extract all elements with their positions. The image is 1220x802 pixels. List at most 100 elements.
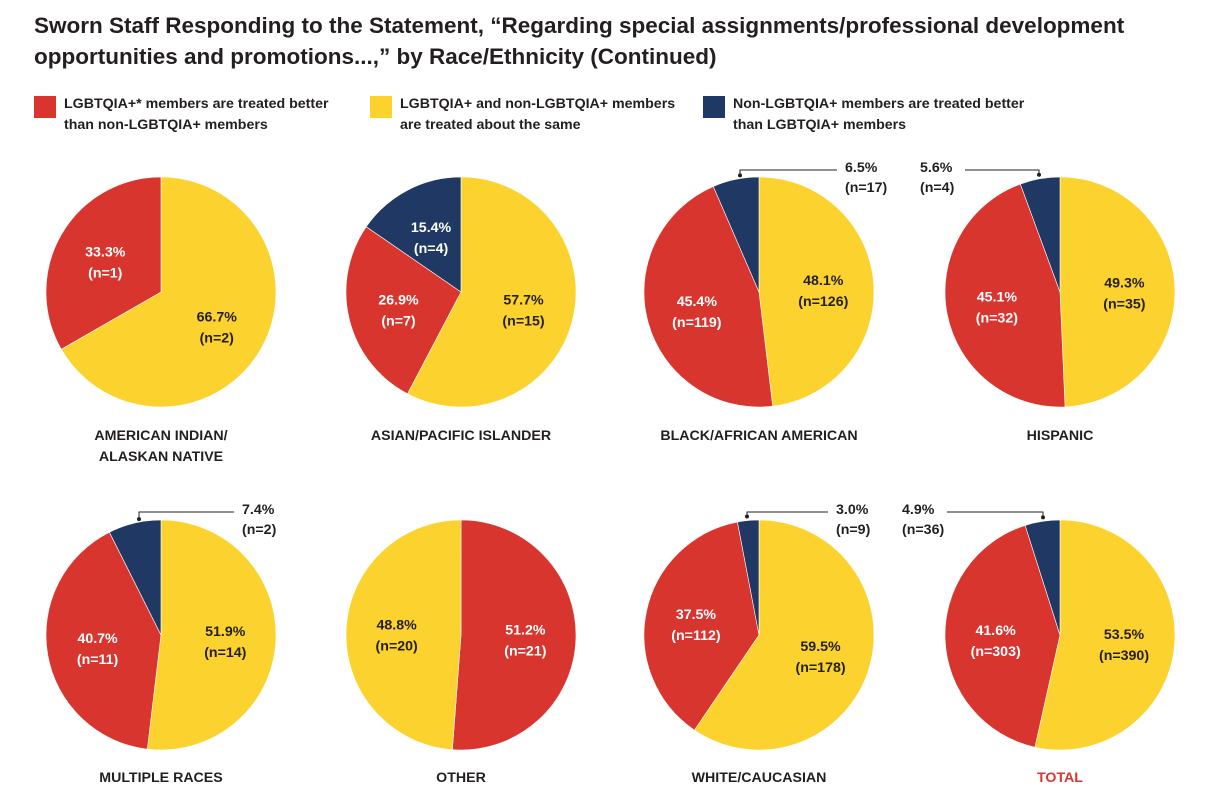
slice-percent-label: 40.7% xyxy=(77,631,118,647)
legend-label-better: LGBTQIA+* members are treated better tha… xyxy=(64,96,329,133)
slice-percent-label: 26.9% xyxy=(378,292,419,308)
slice-n-label: (n=9) xyxy=(836,522,871,538)
slice-percent-label: 53.5% xyxy=(1104,627,1145,643)
pie-chart-2: 48.1% (n=126) 45.4% (n=119) 6.5% (n=17) BLACK/… xyxy=(643,160,887,444)
pie-slice-worse xyxy=(1024,519,1061,636)
slice-n-label: (n=20) xyxy=(376,639,418,655)
legend-swatch-worse xyxy=(703,96,725,118)
slice-percent-label: 51.2% xyxy=(505,622,546,638)
slice-n-label: (n=119) xyxy=(672,315,722,331)
pie-slice-same xyxy=(1034,519,1176,751)
pie-chart-3: 49.3% (n=35) 45.1% (n=32) 5.6% (n=4) HISPANIC xyxy=(920,160,1176,444)
pie-slice-worse xyxy=(1019,176,1061,293)
pie-slice-same xyxy=(146,519,277,751)
slice-n-label: (n=14) xyxy=(204,645,246,661)
slice-n-label: (n=112) xyxy=(671,628,721,644)
slice-n-label: (n=32) xyxy=(976,311,1018,327)
pie-category-label: BLACK/AFRICAN AMERICAN xyxy=(660,428,857,444)
pie-slice-same xyxy=(693,519,875,751)
slice-percent-label: 45.4% xyxy=(677,294,718,310)
slice-percent-label: 66.7% xyxy=(197,309,238,325)
pie-slice-better xyxy=(944,525,1061,748)
slice-n-label: (n=21) xyxy=(504,643,546,659)
slice-n-label: (n=35) xyxy=(1103,297,1145,313)
pie-chart-4: 51.9% (n=14) 40.7% (n=11) 7.4% (n=2) MULTIPLE … xyxy=(45,502,277,786)
slice-percent-label: 4.9% xyxy=(902,502,935,518)
slice-n-label: (n=178) xyxy=(796,660,846,676)
pie-category-label: OTHER xyxy=(436,770,486,786)
pie-category-label: AMERICAN INDIAN/ xyxy=(94,428,227,444)
pie-slice-better xyxy=(944,183,1066,408)
pie-chart-6: 59.5% (n=178) 37.5% (n=112) 3.0% (n=9) WHITE/C… xyxy=(643,502,875,786)
slice-n-label: (n=4) xyxy=(414,241,449,257)
pie-slice-same xyxy=(60,176,277,408)
callout-dot xyxy=(738,173,742,178)
pie-slice-same xyxy=(1059,176,1176,408)
slice-n-label: (n=1) xyxy=(88,266,123,282)
slice-percent-label: 48.8% xyxy=(377,618,418,634)
slice-n-label: (n=7) xyxy=(381,313,416,329)
pie-slice-better xyxy=(45,176,162,350)
slice-percent-label: 15.4% xyxy=(411,220,452,236)
slice-percent-label: 7.4% xyxy=(242,502,275,518)
pie-chart-7: 53.5% (n=390) 41.6% (n=303) 4.9% (n=36) TOTAL xyxy=(902,502,1176,786)
slice-n-label: (n=2) xyxy=(200,330,235,346)
callout-line xyxy=(739,169,837,176)
pie-slice-same xyxy=(345,519,462,750)
pie-category-label: TOTAL xyxy=(1037,770,1083,786)
pie-category-label: ASIAN/PACIFIC ISLANDER xyxy=(371,428,551,444)
pie-slice-better xyxy=(452,519,577,751)
pie-slice-same xyxy=(758,176,875,407)
slice-percent-label: 41.6% xyxy=(976,623,1017,639)
chart-title: Sworn Staff Responding to the Statement,… xyxy=(34,13,1125,69)
pie-slice-worse xyxy=(109,519,162,636)
slice-percent-label: 45.1% xyxy=(977,290,1018,306)
callout-line xyxy=(138,511,234,520)
slice-n-label: (n=2) xyxy=(242,522,277,538)
pie-slice-better xyxy=(643,521,760,731)
pie-slice-better xyxy=(345,226,462,395)
callout-line xyxy=(965,169,1040,175)
slice-n-label: (n=303) xyxy=(971,644,1021,660)
slice-percent-label: 59.5% xyxy=(800,639,841,655)
slice-n-label: (n=15) xyxy=(502,313,544,329)
slice-n-label: (n=4) xyxy=(920,180,955,196)
pie-slice-better xyxy=(643,186,774,408)
pie-category-label: WHITE/CAUCASIAN xyxy=(692,770,827,786)
slice-percent-label: 5.6% xyxy=(920,160,953,176)
callout-line xyxy=(947,511,1044,518)
callout-dot xyxy=(745,514,749,519)
callout-dot xyxy=(1037,172,1041,177)
pie-chart-1: 57.7% (n=15) 26.9% (n=7) 15.4% (n=4) ASIAN/PAC… xyxy=(345,176,577,444)
legend-label-same: LGBTQIA+ and non-LGBTQIA+ members are tr… xyxy=(400,96,676,133)
slice-n-label: (n=11) xyxy=(77,652,119,668)
slice-percent-label: 57.7% xyxy=(503,292,544,308)
legend-label-worse: Non-LGBTQIA+ members are treated better … xyxy=(733,96,1025,133)
slice-percent-label: 3.0% xyxy=(836,502,869,518)
slice-percent-label: 48.1% xyxy=(803,273,844,289)
slice-n-label: (n=36) xyxy=(902,522,944,538)
slice-percent-label: 6.5% xyxy=(845,160,878,176)
slice-percent-label: 51.9% xyxy=(205,624,246,640)
pie-slice-worse xyxy=(737,519,760,636)
pie-slice-better xyxy=(45,531,162,750)
slice-percent-label: 49.3% xyxy=(1104,276,1145,292)
slice-n-label: (n=126) xyxy=(798,294,848,310)
callout-dot xyxy=(1041,515,1045,520)
pie-category-label: HISPANIC xyxy=(1027,428,1094,444)
pie-category-label: ALASKAN NATIVE xyxy=(99,449,223,465)
pie-slice-same xyxy=(407,176,577,408)
pie-slice-worse xyxy=(365,176,462,293)
callout-dot xyxy=(137,517,141,522)
slice-percent-label: 37.5% xyxy=(676,607,717,623)
legend-swatch-better xyxy=(34,96,56,118)
legend-swatch-same xyxy=(370,96,392,118)
slice-n-label: (n=17) xyxy=(845,180,887,196)
callout-line xyxy=(746,511,828,517)
pie-chart-5: 51.2% (n=21) 48.8% (n=20) OTHER xyxy=(345,519,577,786)
slice-n-label: (n=390) xyxy=(1099,648,1149,664)
pie-chart-0: 66.7% (n=2) 33.3% (n=1) AMERICAN INDIAN/ALAS… xyxy=(45,176,277,465)
pie-category-label: MULTIPLE RACES xyxy=(99,770,222,786)
slice-percent-label: 33.3% xyxy=(85,245,126,261)
